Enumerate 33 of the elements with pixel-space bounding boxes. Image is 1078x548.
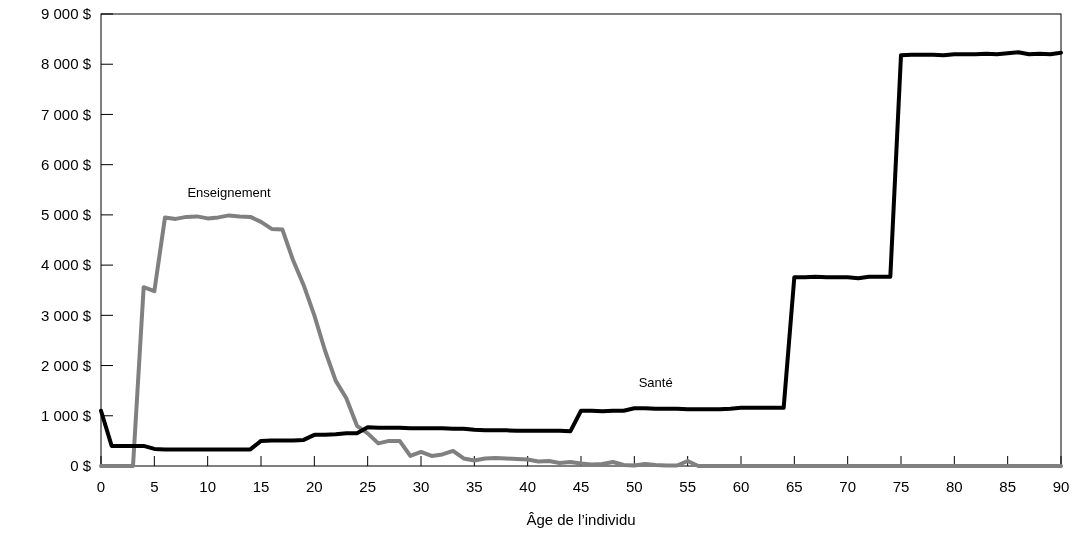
x-tick-label: 80 bbox=[945, 478, 963, 495]
x-tick-label: 75 bbox=[892, 478, 910, 495]
y-tick-label: 4 000 $ bbox=[40, 256, 92, 274]
x-tick-label: 10 bbox=[199, 478, 217, 495]
x-tick-label: 25 bbox=[359, 478, 377, 495]
x-tick-label: 40 bbox=[519, 478, 537, 495]
x-tick-label: 30 bbox=[412, 478, 430, 495]
y-tick-label: 1 000 $ bbox=[40, 407, 92, 425]
y-tick-label: 5 000 $ bbox=[40, 206, 92, 224]
x-tick-label: 50 bbox=[625, 478, 643, 495]
x-tick-label: 15 bbox=[252, 478, 270, 495]
y-tick-label: 2 000 $ bbox=[40, 356, 92, 374]
x-tick-label: 70 bbox=[839, 478, 857, 495]
y-tick-label: 9 000 $ bbox=[40, 5, 92, 23]
x-tick-label: 85 bbox=[999, 478, 1017, 495]
x-axis-title: Âge de l’individu bbox=[526, 511, 636, 528]
y-tick-label: 3 000 $ bbox=[40, 306, 92, 324]
x-tick-label: 65 bbox=[785, 478, 803, 495]
line-series bbox=[99, 213, 1063, 468]
y-tick-label: 7 000 $ bbox=[40, 105, 92, 123]
x-tick-label: 55 bbox=[679, 478, 697, 495]
x-tick-label: 5 bbox=[150, 478, 159, 495]
x-tick-label: 0 bbox=[96, 478, 106, 495]
y-tick-label: 6 000 $ bbox=[40, 155, 92, 173]
x-tick-label: 35 bbox=[465, 478, 483, 495]
x-tick-label: 20 bbox=[305, 478, 323, 495]
x-tick-label: 90 bbox=[1052, 478, 1070, 495]
y-tick-label: 0 $ bbox=[70, 457, 92, 475]
series-label: Enseignement bbox=[187, 185, 271, 201]
series-label: Santé bbox=[638, 374, 673, 390]
y-tick-label: 8 000 $ bbox=[40, 55, 92, 73]
x-tick-label: 60 bbox=[732, 478, 750, 495]
x-tick-label: 45 bbox=[572, 478, 590, 495]
